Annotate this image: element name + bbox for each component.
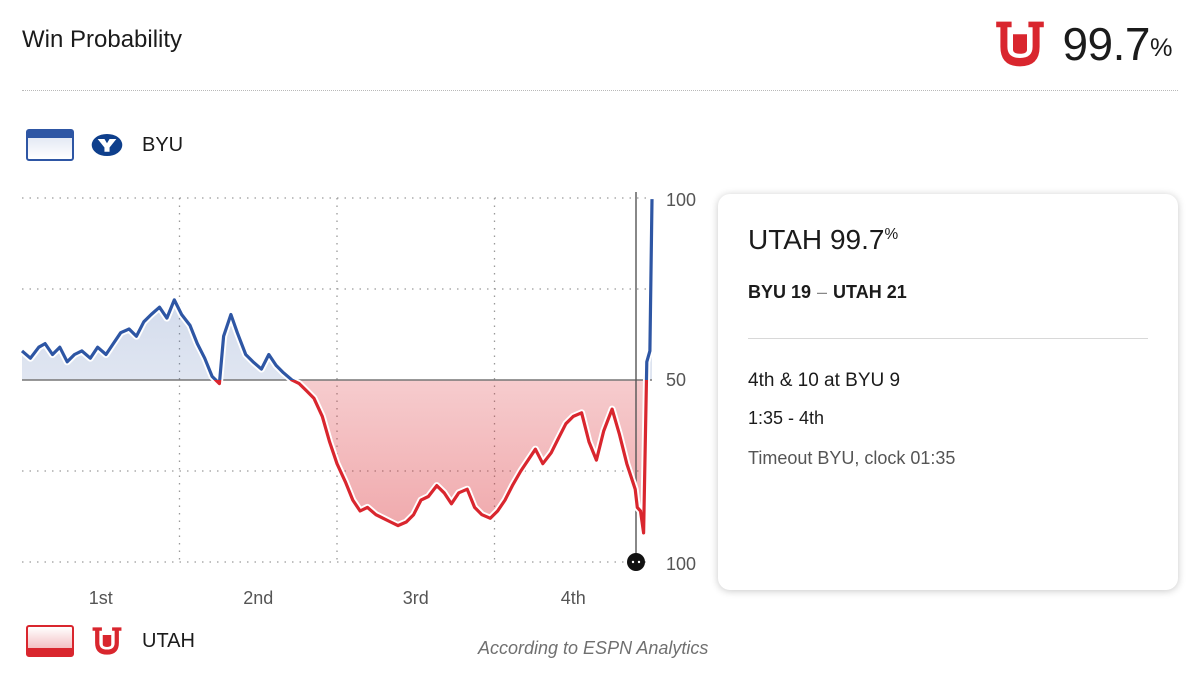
card-play-note: Timeout BYU, clock 01:35 <box>748 448 956 468</box>
leader-summary: 99.7% <box>992 16 1173 72</box>
legend-byu: BYU <box>26 128 183 162</box>
byu-series-line <box>20 199 654 380</box>
card-game-clock: 1:35 - 4th <box>748 408 825 428</box>
play-detail-card: UTAH 99.7% BYU 19– UTAH 21 4th & 10 at BY… <box>718 194 1178 590</box>
card-down-distance: 4th & 10 at BYU 9 <box>748 370 901 391</box>
utah-logo-icon <box>92 627 122 655</box>
utah-swatch <box>26 625 74 657</box>
x-tick-label-3: 4th <box>561 588 586 608</box>
leader-win-percentage: 99.7% <box>1062 18 1172 70</box>
current-play-dot <box>627 553 645 571</box>
x-tick-label-0: 1st <box>89 588 113 608</box>
x-tick-label-2: 3rd <box>403 588 429 608</box>
utah-logo-icon <box>996 21 1045 67</box>
dot-highlight-left <box>631 560 635 564</box>
card-divider <box>748 338 1148 339</box>
x-tick-label-1: 2nd <box>243 588 273 608</box>
source-note: According to ESPN Analytics <box>478 638 709 658</box>
chart-lines <box>19 199 656 571</box>
legend-utah: UTAH <box>26 624 195 658</box>
dot-highlight-right <box>637 560 641 564</box>
byu-logo-icon <box>91 133 123 157</box>
y-tick-label-1: 50 <box>666 370 686 390</box>
card-score: BYU 19– UTAH 21 <box>748 282 907 302</box>
utah-team-name: UTAH <box>142 629 195 652</box>
utah-series-line <box>213 380 649 535</box>
byu-team-name: BYU <box>142 133 184 156</box>
y-axis-labels: 100 50 100 <box>666 190 696 574</box>
y-tick-label-2: 100 <box>666 554 696 574</box>
win-probability-chart: 100 50 100 1st 2nd 3rd 4th <box>19 190 696 608</box>
x-axis-labels: 1st 2nd 3rd 4th <box>89 588 586 608</box>
chart-title: Win Probability <box>22 26 183 53</box>
byu-swatch <box>26 129 74 161</box>
header-divider <box>22 90 1178 91</box>
y-tick-label-0: 100 <box>666 190 696 210</box>
card-win-probability: UTAH 99.7% <box>748 224 899 255</box>
byu-area <box>22 199 652 380</box>
